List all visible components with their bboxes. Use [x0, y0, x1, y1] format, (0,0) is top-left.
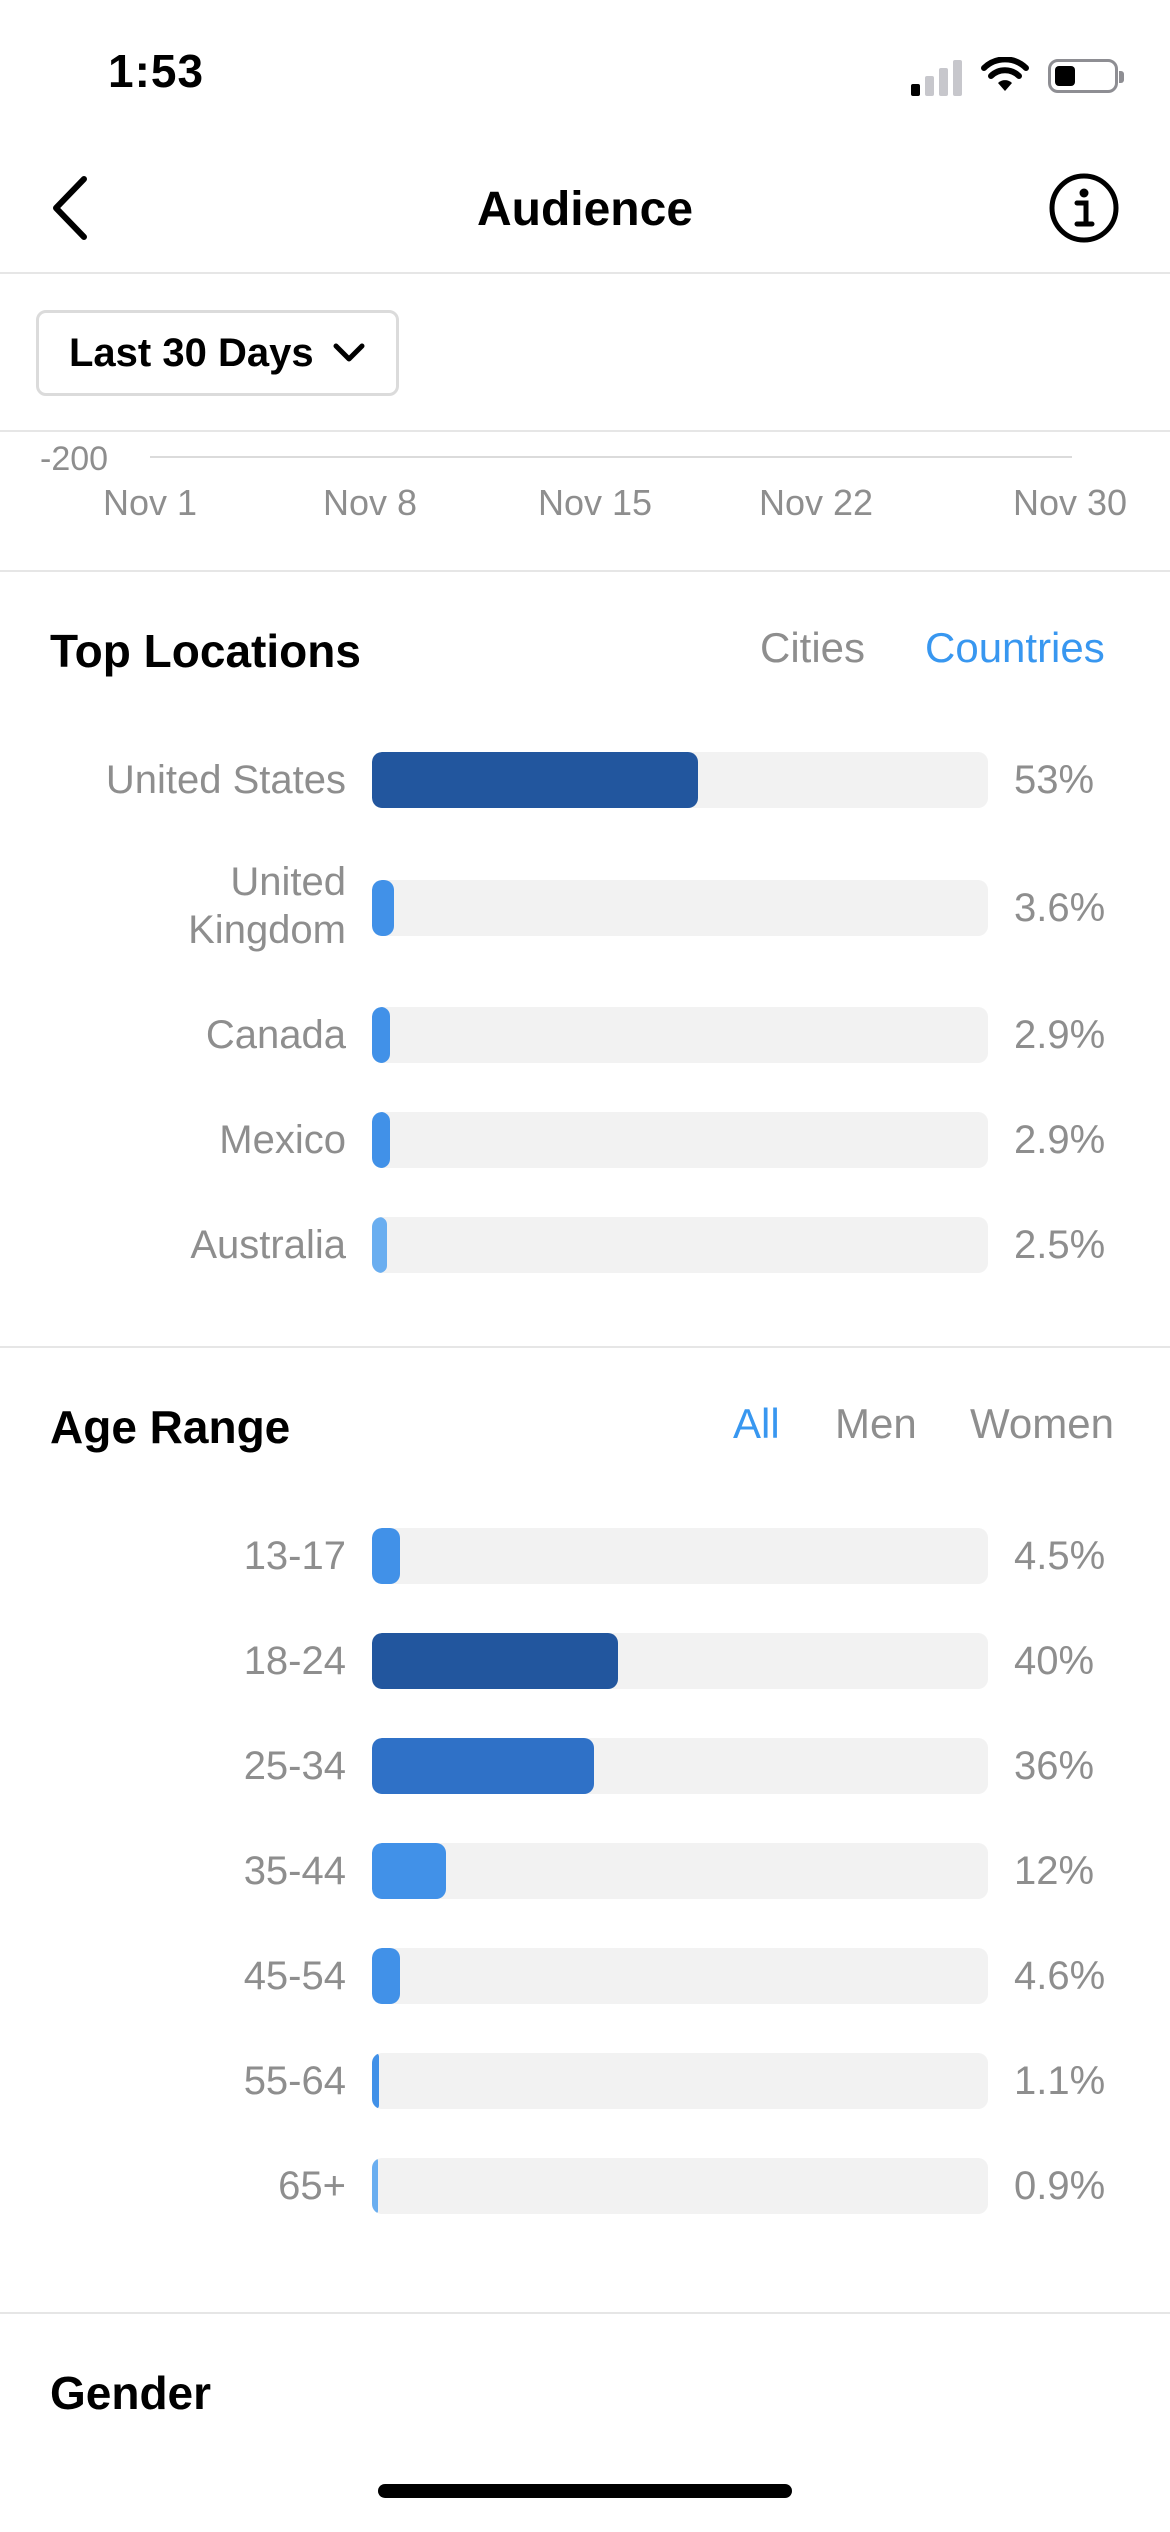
location-bar — [372, 752, 698, 808]
age-value: 36% — [1014, 1744, 1095, 1788]
age-bar-track — [372, 1633, 988, 1689]
location-bar-track — [372, 1217, 988, 1273]
tab-all[interactable]: All — [733, 1400, 780, 1447]
x-tick: Nov 22 — [759, 482, 874, 523]
age-bar-track — [372, 1528, 988, 1584]
x-tick: Nov 30 — [1013, 482, 1128, 523]
x-tick: Nov 8 — [323, 482, 418, 523]
location-bar-track — [372, 752, 988, 808]
chevron-left-icon — [53, 176, 87, 240]
location-bar-track — [372, 1112, 988, 1168]
gender-title: Gender — [50, 2367, 212, 2419]
age-value: 4.6% — [1014, 1954, 1106, 1998]
info-icon[interactable] — [1046, 170, 1122, 246]
age-label: 65+ — [278, 2164, 346, 2208]
age-label: 45-54 — [243, 1954, 346, 1998]
age-bar — [372, 1948, 400, 2004]
age-label: 25-34 — [243, 1744, 346, 1788]
age-bar-track — [372, 2053, 988, 2109]
age-bar-track — [372, 1738, 988, 1794]
age-bar — [372, 1843, 446, 1899]
cellular-signal-icon — [911, 56, 962, 96]
axis-line — [150, 456, 1072, 458]
age-bar-track — [372, 1948, 988, 2004]
location-label: United States — [105, 758, 346, 802]
home-indicator — [378, 2484, 792, 2498]
location-bar — [372, 880, 394, 936]
age-value: 4.5% — [1014, 1534, 1106, 1578]
location-bar — [372, 1112, 390, 1168]
age-value: 1.1% — [1014, 2059, 1106, 2103]
nav-bar: Audience — [0, 140, 1170, 274]
status-bar: 1:53 — [0, 0, 1170, 140]
activity-chart: -200 Nov 1 Nov 8 Nov 15 Nov 22 Nov 30 — [0, 432, 1170, 572]
age-bar — [372, 1738, 594, 1794]
wifi-icon — [981, 57, 1029, 91]
age-value: 0.9% — [1014, 2164, 1106, 2208]
age-bar — [372, 2158, 378, 2214]
location-label: Canada — [205, 1013, 346, 1057]
location-bar — [372, 1007, 390, 1063]
date-range-label: Last 30 Days — [69, 330, 314, 375]
location-label: United Kingdom — [188, 860, 346, 952]
back-button[interactable] — [30, 168, 110, 248]
tab-cities[interactable]: Cities — [760, 624, 866, 671]
date-range-section: Last 30 Days — [0, 274, 1170, 432]
status-icons — [911, 52, 1124, 100]
location-value: 2.9% — [1014, 1118, 1106, 1162]
location-value: 2.9% — [1014, 1013, 1106, 1057]
location-value: 2.5% — [1014, 1223, 1106, 1267]
tab-women[interactable]: Women — [970, 1400, 1114, 1447]
chevron-down-icon — [333, 343, 365, 362]
battery-icon — [1048, 59, 1124, 93]
location-label: Australia — [190, 1223, 346, 1267]
age-bar — [372, 1528, 400, 1584]
date-range-dropdown[interactable]: Last 30 Days — [36, 310, 399, 396]
x-tick: Nov 15 — [538, 482, 653, 523]
y-axis-label: -200 — [40, 440, 109, 478]
location-label: Mexico — [219, 1118, 346, 1162]
section-divider — [0, 1346, 1170, 1348]
location-value: 3.6% — [1014, 886, 1106, 930]
location-bar-track — [372, 1007, 988, 1063]
age-bar — [372, 1633, 618, 1689]
status-time: 1:53 — [108, 45, 205, 97]
location-bar-track — [372, 880, 988, 936]
x-tick: Nov 1 — [103, 482, 198, 523]
age-label: 13-17 — [243, 1534, 346, 1578]
tab-countries[interactable]: Countries — [925, 624, 1105, 671]
location-bar — [372, 1217, 387, 1273]
age-bar-track — [372, 1843, 988, 1899]
age-bar-track — [372, 2158, 988, 2214]
age-range-title: Age Range — [50, 1401, 291, 1453]
age-value: 12% — [1014, 1849, 1095, 1893]
page-title: Audience — [476, 183, 694, 236]
top-locations-title: Top Locations — [50, 625, 361, 677]
age-value: 40% — [1014, 1639, 1095, 1683]
age-label: 18-24 — [243, 1639, 346, 1683]
age-label: 55-64 — [243, 2059, 346, 2103]
section-divider — [0, 2312, 1170, 2314]
age-label: 35-44 — [243, 1849, 346, 1893]
location-value: 53% — [1014, 758, 1095, 802]
tab-men[interactable]: Men — [835, 1400, 917, 1447]
age-bar — [372, 2053, 379, 2109]
